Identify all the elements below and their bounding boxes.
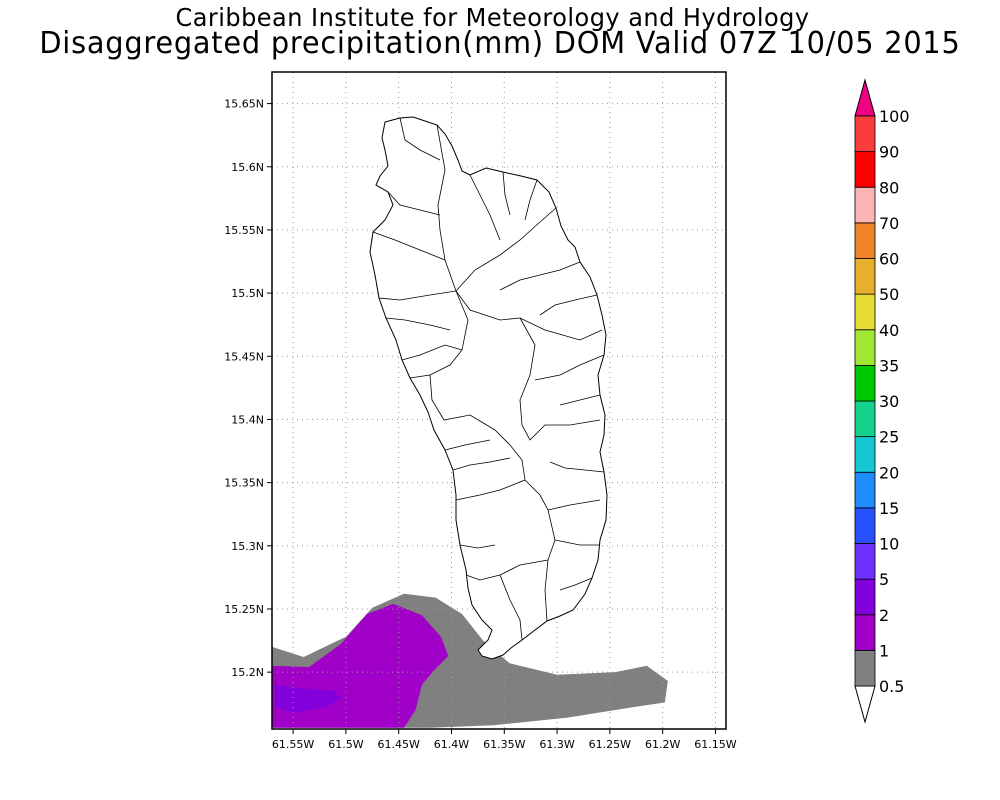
colorbar-box-2: [854, 578, 876, 616]
colorbar-label-9: 35: [879, 356, 899, 375]
island-coastline: [369, 116, 608, 660]
y-tick-label-1: 15.25N: [224, 603, 264, 616]
y-tick-label-7: 15.55N: [224, 224, 264, 237]
y-tick-label-0: 15.2N: [231, 666, 264, 679]
y-tick-label-9: 15.65N: [224, 98, 264, 111]
precip-region-2: [275, 684, 341, 713]
y-tick-label-8: 15.6N: [231, 161, 264, 174]
y-tick-label-4: 15.4N: [231, 413, 264, 426]
colorbar-label-4: 10: [879, 535, 899, 554]
parish-borders: [372, 117, 605, 641]
precipitation-layer: [272, 593, 668, 728]
x-tick-label-5: 61.3W: [539, 738, 574, 751]
x-tick-label-2: 61.45W: [378, 738, 420, 751]
colorbar-box-14: [854, 151, 876, 188]
chart-subtitle: Caribbean Institute for Meteorology and …: [175, 3, 810, 32]
colorbar-box-6: [854, 436, 876, 473]
grid-lines: [272, 72, 726, 729]
x-tick-label-6: 61.25W: [589, 738, 631, 751]
chart-title: Disaggregated precipitation(mm) DOM Vali…: [39, 26, 961, 61]
colorbar-box-5: [854, 471, 876, 509]
colorbar-label-15: 90: [879, 143, 899, 162]
y-tick-label-6: 15.5N: [231, 287, 264, 300]
x-tick-label-1: 61.5W: [328, 738, 363, 751]
colorbar-box-13: [854, 186, 876, 224]
x-tick-label-8: 61.15W: [694, 738, 736, 751]
island-map: [369, 116, 608, 660]
plot-frame: [271, 71, 727, 730]
colorbar-label-5: 15: [879, 499, 899, 518]
colorbar-box-15: [854, 115, 876, 153]
colorbar-box-1: [854, 614, 876, 651]
colorbar-box-9: [854, 329, 876, 366]
colorbar-box-10: [854, 293, 876, 331]
x-tick-label-3: 61.4W: [434, 738, 469, 751]
colorbar-box-4: [854, 507, 876, 544]
colorbar-label-2: 2: [879, 606, 889, 625]
x-axis-ticks: 61.55W 61.5W 61.45W 61.4W 61.35W 61.3W 61.25W 6…: [272, 729, 737, 751]
colorbar-box-0: [854, 649, 876, 687]
colorbar-label-13: 70: [879, 214, 899, 233]
colorbar-box-8: [854, 364, 876, 402]
colorbar-label-6: 20: [879, 463, 899, 482]
x-tick-label-0: 61.55W: [272, 738, 314, 751]
colorbar-label-14: 80: [879, 178, 899, 197]
colorbar-label-1: 1: [879, 641, 889, 660]
colorbar-label-3: 5: [879, 570, 889, 589]
colorbar-box-7: [854, 400, 876, 438]
x-tick-label-4: 61.35W: [483, 738, 525, 751]
colorbar-label-10: 40: [879, 321, 899, 340]
colorbar-label-0: 0.5: [879, 677, 904, 696]
colorbar-label-7: 25: [879, 428, 899, 447]
colorbar-box-12: [854, 222, 876, 259]
y-tick-label-2: 15.3N: [231, 540, 264, 553]
colorbar-over-triangle: [854, 78, 876, 117]
y-axis-ticks: 15.2N 15.25N 15.3N 15.35N 15.4N 15.45N 15.5N 15…: [224, 98, 272, 679]
y-tick-label-5: 15.45N: [224, 350, 264, 363]
colorbar-label-16: 100: [879, 107, 910, 126]
colorbar-label-8: 30: [879, 392, 899, 411]
colorbar-label-11: 50: [879, 285, 899, 304]
colorbar-box-11: [854, 258, 876, 295]
colorbar-label-12: 60: [879, 250, 899, 269]
colorbar-box-3: [854, 543, 876, 580]
y-tick-label-3: 15.35N: [224, 477, 264, 490]
colorbar-under-triangle: [854, 685, 876, 724]
x-tick-label-7: 61.2W: [645, 738, 680, 751]
